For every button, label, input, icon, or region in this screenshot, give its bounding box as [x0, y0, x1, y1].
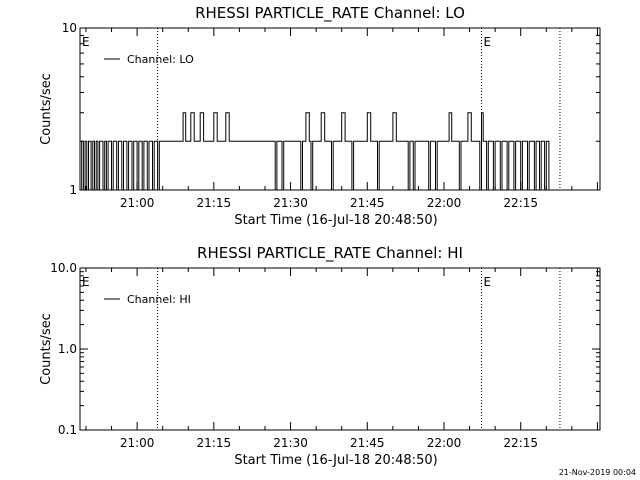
chart-title-hi: RHESSI PARTICLE_RATE Channel: HI — [197, 244, 463, 263]
y-tick-label-lo: 1 — [69, 183, 77, 197]
panel-channel-lo: RHESSI PARTICLE_RATE Channel: LO Counts/s… — [39, 4, 601, 228]
x-tick-label-lo: 21:15 — [197, 196, 232, 210]
x-axis-label-hi: Start Time (16-Jul-18 20:48:50) — [234, 453, 437, 468]
event-marker-label-lo: E — [82, 35, 90, 49]
x-tick-label-hi: 22:15 — [503, 436, 538, 450]
x-axis-label-lo: Start Time (16-Jul-18 20:48:50) — [234, 213, 437, 228]
y-tick-label-hi: 0.1 — [58, 423, 77, 437]
y-tick-label-hi: 10.0 — [50, 261, 77, 275]
x-tick-label-hi: 21:30 — [273, 436, 308, 450]
x-tick-label-lo: 21:45 — [350, 196, 385, 210]
event-marker-label-hi: E — [82, 275, 90, 289]
panel-channel-hi: RHESSI PARTICLE_RATE Channel: HI Counts/s… — [39, 244, 601, 468]
chart-title-lo: RHESSI PARTICLE_RATE Channel: LO — [195, 4, 465, 23]
x-tick-label-hi: 21:15 — [197, 436, 232, 450]
x-tick-label-lo: 21:30 — [273, 196, 308, 210]
y-tick-label-lo: 10 — [62, 21, 77, 35]
y-tick-label-hi: 1.0 — [58, 342, 77, 356]
legend-label-lo: Channel: LO — [127, 53, 194, 66]
x-tick-label-lo: 22:15 — [503, 196, 538, 210]
x-tick-label-lo: 21:00 — [120, 196, 155, 210]
y-axis-label-lo: Counts/sec — [39, 73, 54, 145]
x-tick-label-hi: 22:00 — [427, 436, 462, 450]
series-line-lo — [80, 112, 550, 190]
plot-timestamp: 21-Nov-2019 00:04 — [559, 468, 636, 477]
x-tick-label-lo: 22:00 — [427, 196, 462, 210]
x-tick-label-hi: 21:45 — [350, 436, 385, 450]
x-tick-label-hi: 21:00 — [120, 436, 155, 450]
event-marker-label-lo: E — [484, 35, 492, 49]
y-axis-label-hi: Counts/sec — [39, 313, 54, 385]
event-marker-label-hi: E — [484, 275, 492, 289]
legend-label-hi: Channel: HI — [127, 293, 191, 306]
